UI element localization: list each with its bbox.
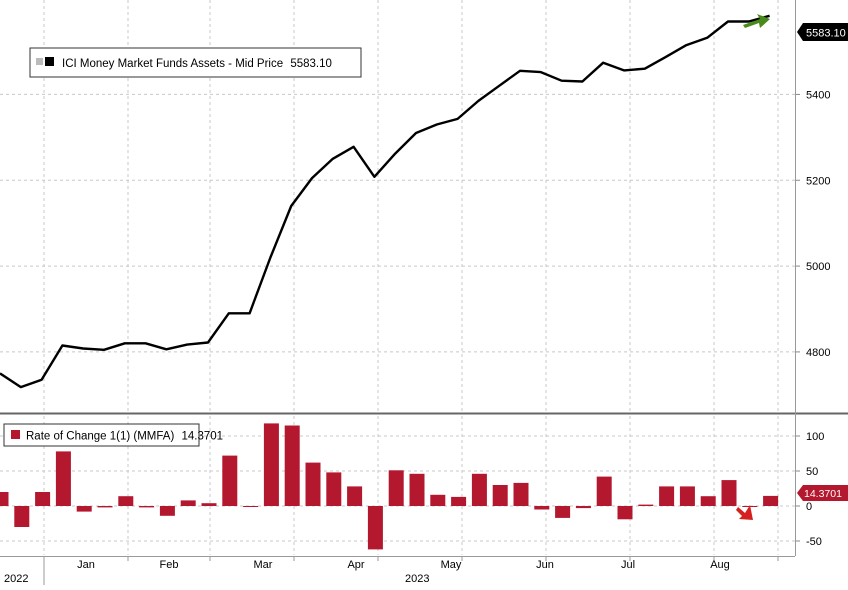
rate-bar [222,455,238,506]
top-y-tick-label: 5400 [806,89,830,101]
bottom-last-value-tag: 14.3701 [797,485,848,501]
rate-bar [14,506,30,527]
rate-bar [243,506,259,507]
rate-bar [534,506,550,510]
rate-bar [451,496,467,506]
x-tick-label: Mar [254,559,273,571]
rate-bar [0,492,9,506]
bottom-y-tick-label: 100 [806,431,824,443]
rate-of-change-bars [0,423,779,550]
rate-bar [284,425,300,506]
top-legend-label: ICI Money Market Funds Assets - Mid Pric… [62,58,283,70]
bottom-panel: -50 0 50 100 Rate of Change 1(1) (MMFA) 14.… [0,416,848,555]
bottom-y-tick-label: -50 [806,536,822,548]
rate-bar [492,485,508,506]
x-tick-label: Jun [536,559,554,571]
rate-bar [55,451,71,506]
x-tick-label: Jul [621,559,635,571]
rate-bar [347,486,363,506]
rate-bar [763,495,779,506]
rate-bar [263,423,279,506]
top-y-tick-label: 4800 [806,347,830,359]
bottom-legend-label: Rate of Change 1(1) (MMFA) [26,431,174,443]
rate-bar [659,486,675,506]
rate-bar [35,492,51,506]
rate-bar [471,473,487,506]
rate-bar [76,506,92,512]
legend-swatch-black [45,57,54,66]
x-tick-label: Aug [710,559,730,571]
bottom-last-value-text: 14.3701 [804,488,842,500]
x-tick-label: Apr [347,559,364,571]
top-legend-value: 5583.10 [290,58,332,70]
top-panel: 4800 5000 5200 5400 ICI Money Market Funds … [0,0,848,412]
bottom-y-tick-label: 50 [806,466,818,478]
x-tick-label: Feb [160,559,179,571]
rate-bar [679,486,695,506]
legend-dash-icon [36,58,43,65]
top-last-value-tag: 5583.10 [797,23,848,41]
x-axis: Jan Feb Mar Apr May Jun Jul Aug 2022 2023 [4,556,779,585]
rate-bar [305,462,321,506]
rate-bar [201,503,217,506]
assets-line [0,14,770,389]
rate-bar [596,476,612,506]
rate-bar [555,506,571,518]
up-arrow-icon [743,14,770,28]
rate-bar [118,496,134,506]
rate-bar [388,470,404,506]
rate-bar [409,473,425,506]
year-label: 2022 [4,573,28,585]
rate-bar [159,506,175,516]
down-arrow-icon [736,505,753,520]
top-y-axis: 4800 5000 5200 5400 [795,89,830,359]
bottom-y-tick-label: 0 [806,501,812,513]
top-y-tick-label: 5200 [806,175,830,187]
bottom-legend: Rate of Change 1(1) (MMFA) 14.3701 [3,423,223,447]
rate-bar [513,482,529,506]
rate-bar [139,506,155,508]
svg-text:Rate of Change 1(1) (MMFA): Rate of Change 1(1) (MMFA) 14.3701 [26,431,223,443]
x-tick-label: May [441,559,462,571]
rate-bar [721,480,737,506]
rate-bar [617,506,633,520]
rate-bar [700,496,716,506]
rate-bar [638,504,654,506]
bottom-legend-value: 14.3701 [181,431,223,443]
svg-text:ICI Money Market Funds Assets: ICI Money Market Funds Assets - Mid Pric… [62,58,332,70]
rate-bar [97,506,113,508]
rate-bar [326,472,342,506]
legend-swatch-red [11,430,20,439]
rate-bar [367,506,383,550]
rate-bar [430,494,446,506]
top-y-tick-label: 5000 [806,261,830,273]
x-tick-label: Jan [77,559,95,571]
year-label: 2023 [405,573,429,585]
rate-bar [180,500,196,506]
top-legend: ICI Money Market Funds Assets - Mid Pric… [29,47,362,78]
top-last-value-text: 5583.10 [806,28,846,40]
rate-bar [575,506,591,509]
